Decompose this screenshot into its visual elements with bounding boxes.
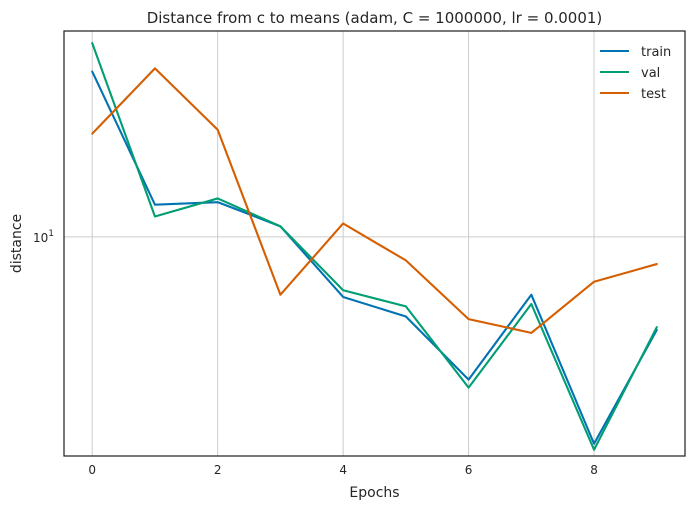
- x-tick-label-1: 2: [214, 463, 222, 477]
- x-tick-label-4: 8: [590, 463, 598, 477]
- series-line-test: [91, 67, 658, 334]
- y-tick-labels: 101: [33, 229, 54, 245]
- plot-frame: [63, 30, 686, 457]
- x-axis-title: Epochs: [349, 485, 399, 501]
- y-tick-label-0: 101: [33, 229, 54, 245]
- grid: [64, 31, 685, 456]
- legend-label-train: train: [641, 45, 671, 60]
- y-axis-title: distance: [9, 214, 25, 273]
- series-lines: [91, 42, 658, 451]
- chart-title: Distance from c to means (adam, C = 1000…: [147, 9, 603, 27]
- legend: train val test: [600, 45, 671, 102]
- x-tick-label-0: 0: [88, 463, 96, 477]
- x-tick-label-3: 6: [465, 463, 473, 477]
- x-tick-labels: 0 2 4 6 8: [88, 463, 597, 477]
- legend-label-val: val: [641, 66, 660, 81]
- series-line-val: [91, 42, 658, 451]
- x-tick-label-2: 4: [339, 463, 347, 477]
- series-line-train: [91, 70, 658, 445]
- legend-label-test: test: [641, 87, 666, 102]
